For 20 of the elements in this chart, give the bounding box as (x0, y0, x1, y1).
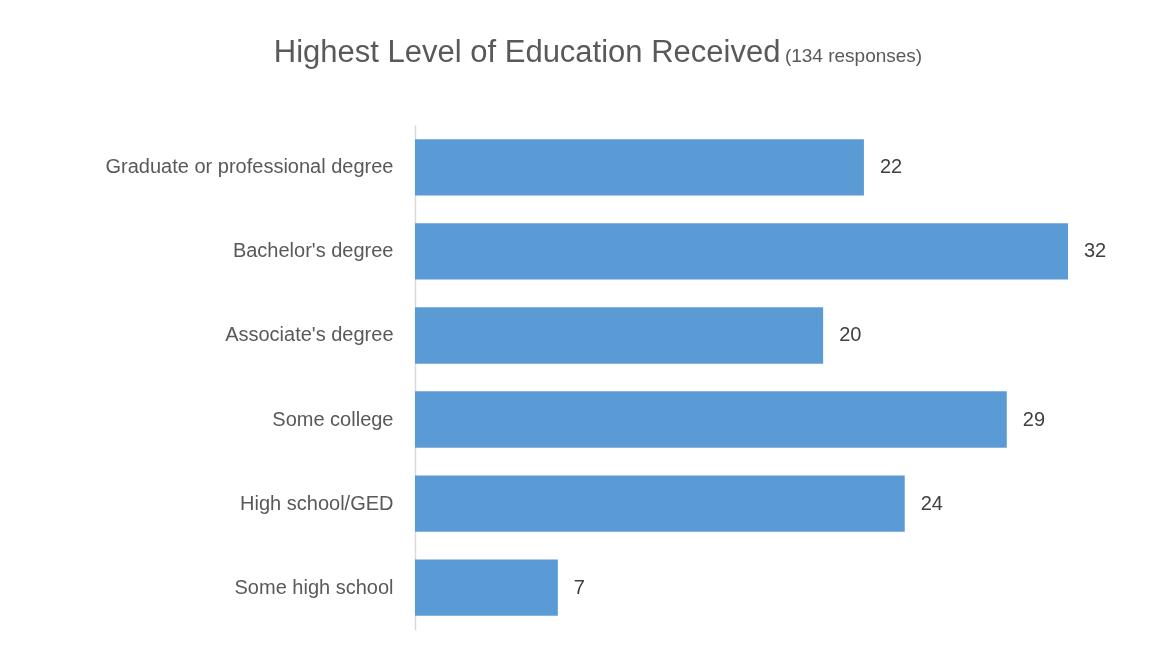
data-label: 29 (1022, 407, 1046, 430)
chart-title: Highest Level of Education Received (273, 34, 781, 69)
bar (415, 559, 558, 616)
y-tick-label: Some high school (234, 575, 394, 598)
y-tick-label: High school/GED (240, 491, 394, 514)
bar (415, 307, 824, 364)
data-label: 32 (1084, 239, 1107, 262)
data-label: 24 (920, 491, 943, 514)
data-label: 20 (839, 323, 862, 346)
y-tick-label: Graduate or professional degree (105, 155, 394, 178)
data-label: 7 (573, 575, 585, 598)
data-label: 22 (879, 155, 903, 178)
y-tick-label: Associate's degree (225, 323, 394, 346)
bar (415, 139, 864, 196)
y-tick-label: Some college (272, 407, 394, 430)
bar (415, 391, 1007, 448)
y-tick-label: Bachelor's degree (232, 239, 394, 262)
bar (415, 475, 905, 532)
chart-subtitle: (134 responses) (784, 45, 923, 66)
bar (415, 223, 1068, 280)
